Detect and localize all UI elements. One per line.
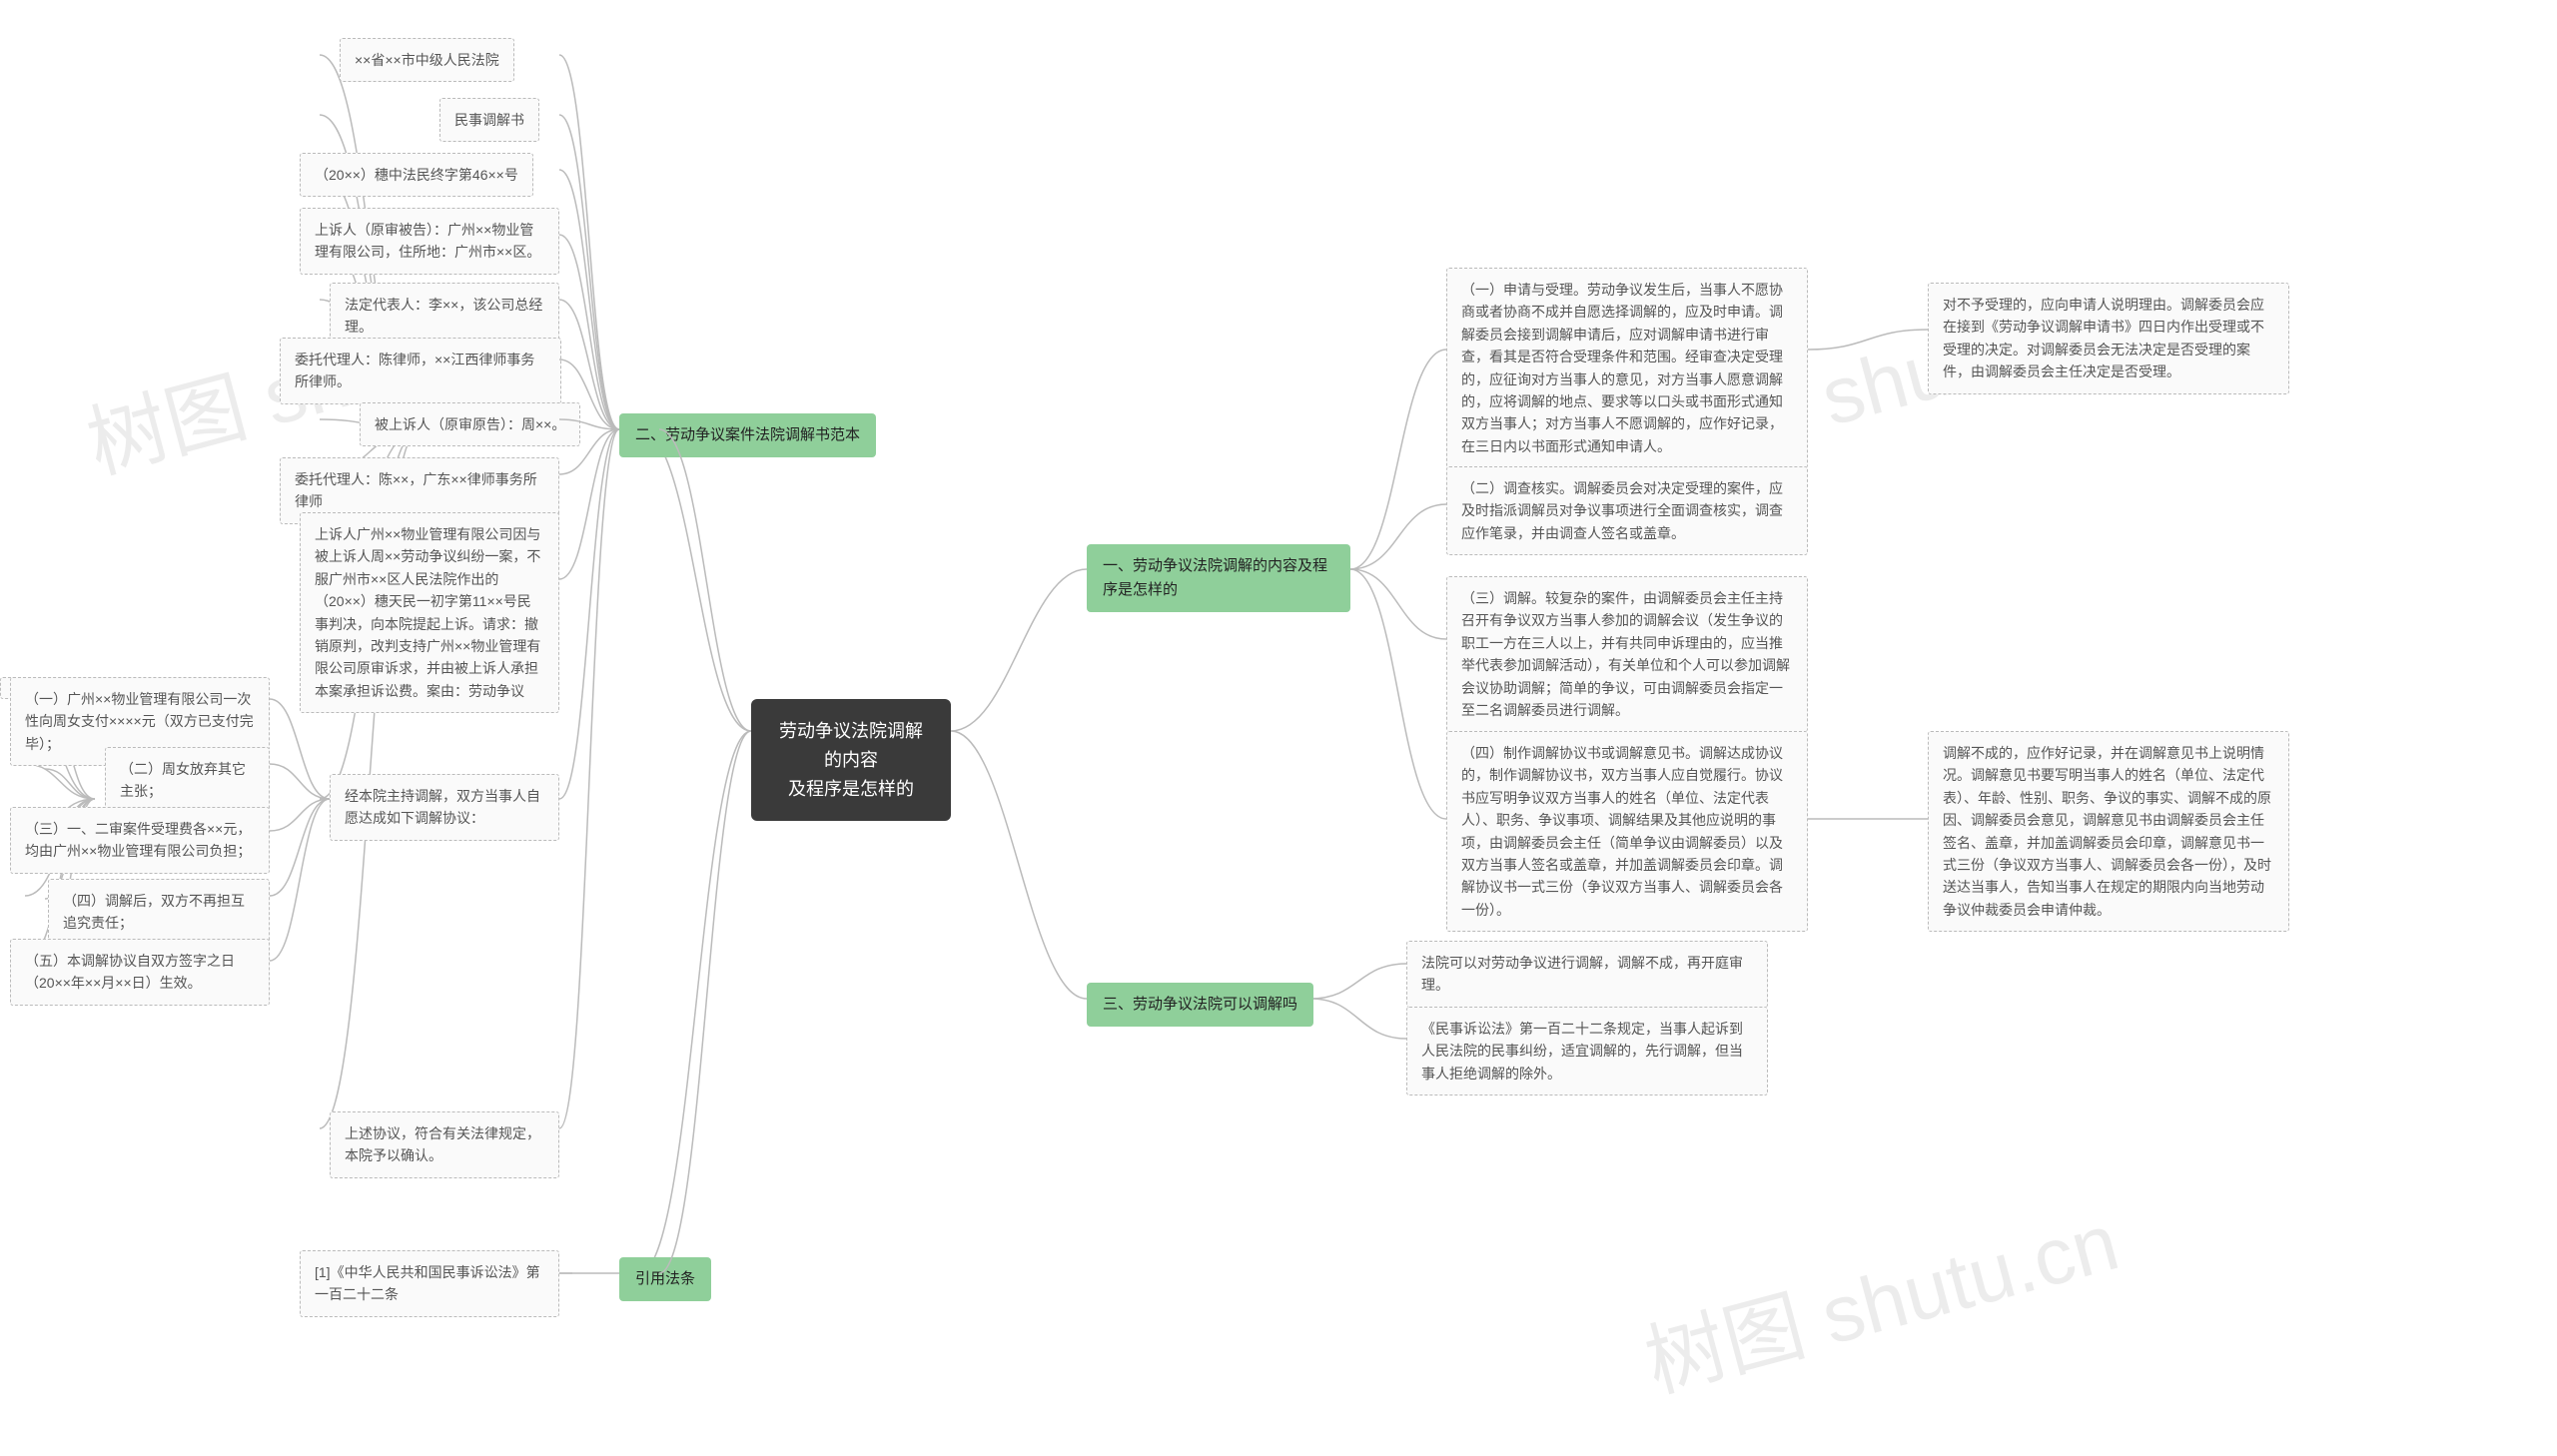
branch-2: 二、劳动争议案件法院调解书范本 — [619, 413, 876, 457]
leaf-l9: 上诉人广州××物业管理有限公司因与被上诉人周××劳动争议纠纷一案，不服广州市××… — [300, 512, 559, 713]
leaf-l4: 上诉人（原审被告）：广州××物业管理有限公司，住所地：广州市××区。 — [300, 208, 559, 275]
branch-3: 三、劳动争议法院可以调解吗 — [1087, 983, 1313, 1027]
leaf-l7: 被上诉人（原审原告）：周××。 — [360, 402, 580, 446]
root-line1: 劳动争议法院调解的内容 — [779, 721, 923, 770]
watermark: 树图 shutu.cn — [1631, 1177, 2129, 1414]
leaf-l11: 上述协议，符合有关法律规定，本院予以确认。 — [330, 1111, 559, 1178]
root-node: 劳动争议法院调解的内容 及程序是怎样的 — [751, 699, 951, 821]
leaf-l3: （20××）穗中法民终字第46××号 — [300, 153, 533, 197]
branch-1-l2: 序是怎样的 — [1103, 581, 1178, 598]
leaf-l10-5: （五）本调解协议自双方签字之日（20××年××月××日）生效。 — [10, 939, 270, 1006]
branch-1: 一、劳动争议法院调解的内容及程 序是怎样的 — [1087, 544, 1350, 612]
leaf-ref: [1]《中华人民共和国民事诉讼法》第一百二十二条 — [300, 1250, 559, 1317]
leaf-l10-2: （二）周女放弃其它主张； — [105, 747, 270, 814]
leaf-s1-1: （一）申请与受理。劳动争议发生后，当事人不愿协商或者协商不成并自愿选择调解的，应… — [1446, 268, 1808, 468]
leaf-s1-4: （四）制作调解协议书或调解意见书。调解达成协议的，制作调解协议书，双方当事人应自… — [1446, 731, 1808, 932]
leaf-s3-1: 法院可以对劳动争议进行调解，调解不成，再开庭审理。 — [1406, 941, 1768, 1008]
leaf-l10: 经本院主持调解，双方当事人自愿达成如下调解协议： — [330, 774, 559, 841]
branch-1-l1: 一、劳动争议法院调解的内容及程 — [1103, 557, 1327, 574]
leaf-s1-4-sub: 调解不成的，应作好记录，并在调解意见书上说明情况。调解意见书要写明当事人的姓名（… — [1928, 731, 2289, 932]
leaf-s1-2: （二）调查核实。调解委员会对决定受理的案件，应及时指派调解员对争议事项进行全面调… — [1446, 466, 1808, 555]
leaf-l10-3: （三）一、二审案件受理费各××元，均由广州××物业管理有限公司负担； — [10, 807, 270, 874]
leaf-l1: ××省××市中级人民法院 — [340, 38, 514, 82]
leaf-l6: 委托代理人：陈律师，××江西律师事务所律师。 — [280, 338, 561, 404]
leaf-l2: 民事调解书 — [439, 98, 539, 142]
root-line2: 及程序是怎样的 — [788, 779, 914, 799]
leaf-l10-4: （四）调解后，双方不再担互追究责任； — [48, 879, 270, 946]
leaf-s3-2: 《民事诉讼法》第一百二十二条规定，当事人起诉到人民法院的民事纠纷，适宜调解的，先… — [1406, 1007, 1768, 1095]
leaf-s1-3: （三）调解。较复杂的案件，由调解委员会主任主持召开有争议双方当事人参加的调解会议… — [1446, 576, 1808, 732]
leaf-s1-1-sub: 对不予受理的，应向申请人说明理由。调解委员会应在接到《劳动争议调解申请书》四日内… — [1928, 283, 2289, 394]
branch-4: 引用法条 — [619, 1257, 711, 1301]
